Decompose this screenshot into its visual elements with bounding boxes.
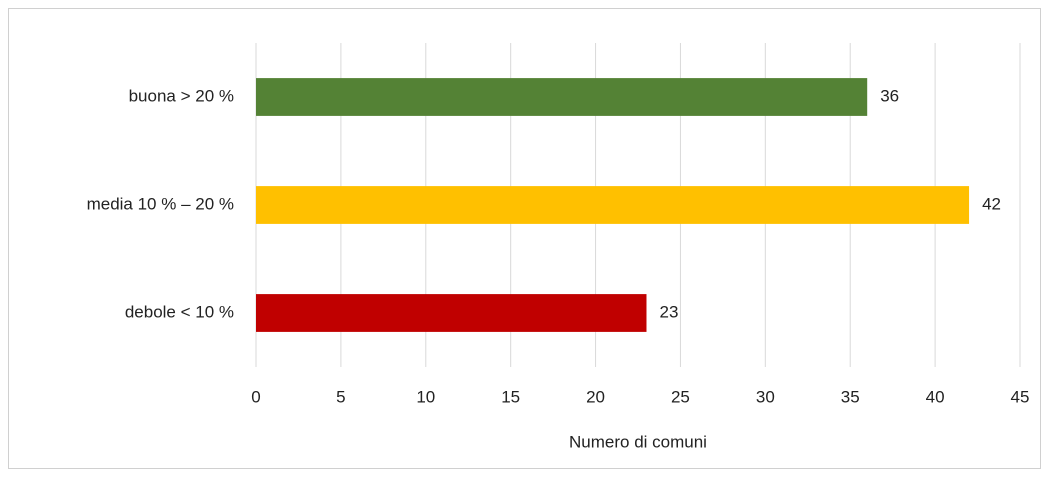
x-tick-label: 40	[926, 387, 945, 406]
bar	[256, 186, 970, 224]
bar	[256, 294, 647, 332]
x-tick-label: 25	[671, 387, 690, 406]
x-tick-label: 5	[336, 387, 345, 406]
y-tick-label: buona > 20 %	[129, 86, 234, 105]
data-label: 42	[982, 194, 1001, 213]
x-tick-label: 10	[416, 387, 435, 406]
x-tick-label: 30	[756, 387, 775, 406]
data-label: 23	[659, 302, 678, 321]
x-tick-label: 35	[841, 387, 860, 406]
data-label: 36	[880, 86, 899, 105]
x-tick-label: 45	[1011, 387, 1030, 406]
x-axis-label: Numero di comuni	[569, 432, 707, 451]
chart-frame	[8, 8, 1041, 469]
x-tick-label: 0	[251, 387, 260, 406]
y-tick-label: media 10 % – 20 %	[87, 194, 234, 213]
x-tick-label: 15	[501, 387, 520, 406]
bar	[256, 78, 868, 116]
y-tick-label: debole < 10 %	[125, 302, 234, 321]
x-tick-label: 20	[586, 387, 605, 406]
